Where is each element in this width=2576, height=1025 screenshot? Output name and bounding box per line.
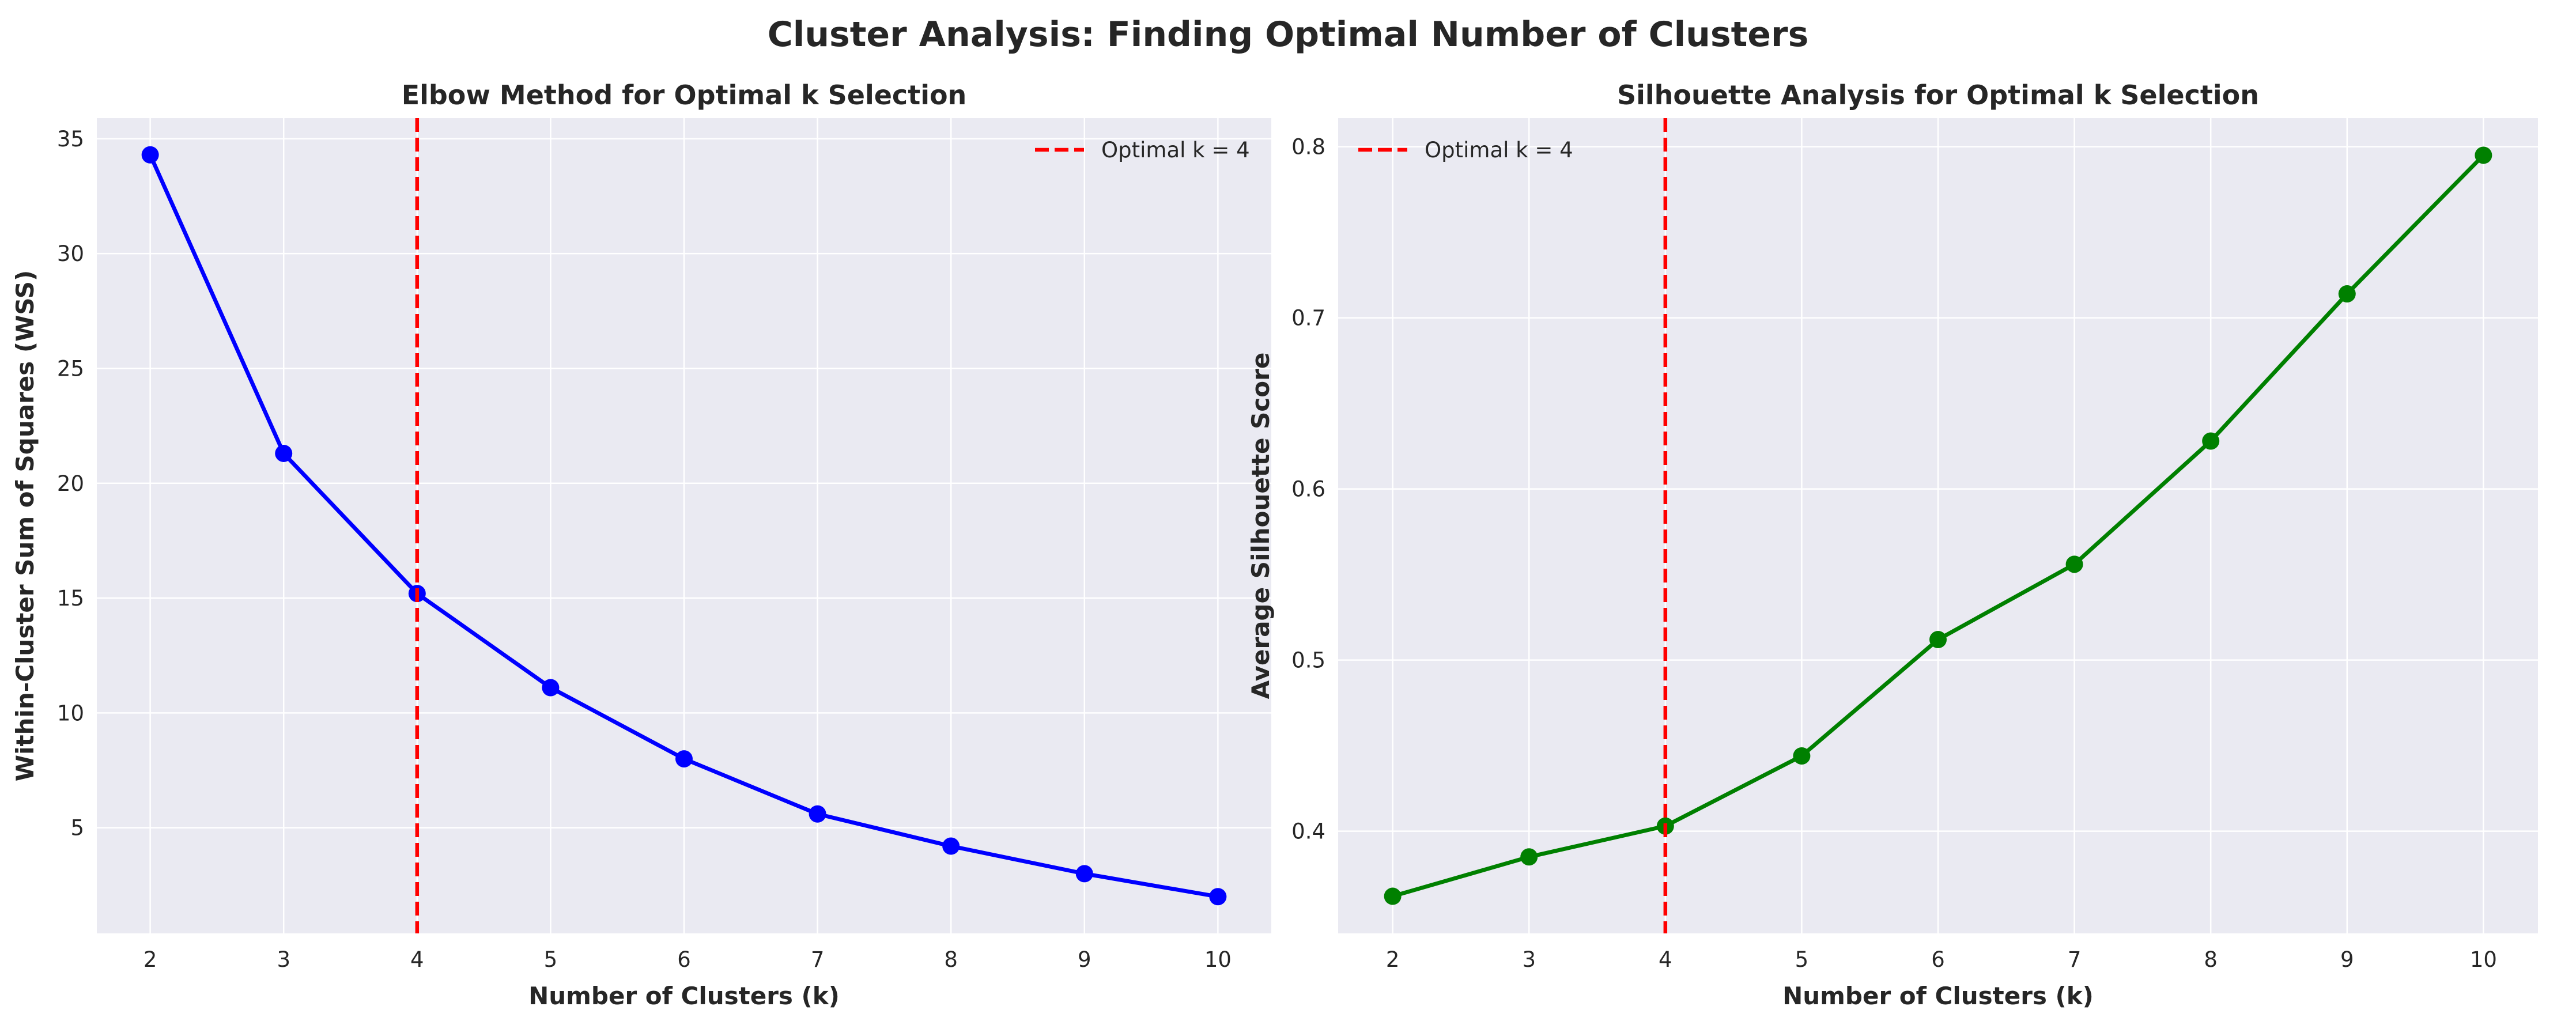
silhouette-x-tick-label: 4 xyxy=(1659,947,1672,972)
silhouette-x-tick-label: 8 xyxy=(2204,947,2218,972)
silhouette-y-tick-label: 0.8 xyxy=(1291,135,1325,160)
silhouette-data-point xyxy=(2338,285,2356,303)
silhouette-x-tick-label: 10 xyxy=(2470,947,2497,972)
silhouette-y-tick-label: 0.7 xyxy=(1291,306,1325,331)
silhouette-x-tick-label: 7 xyxy=(2068,947,2082,972)
elbow-data-point xyxy=(542,679,560,697)
silhouette-data-point xyxy=(1793,747,1811,765)
silhouette-x-tick-label: 9 xyxy=(2340,947,2354,972)
silhouette-x-tick-label: 2 xyxy=(1386,947,1400,972)
silhouette-chart-title: Silhouette Analysis for Optimal k Select… xyxy=(1617,80,2259,111)
elbow-y-tick-label: 15 xyxy=(57,586,84,611)
elbow-chart-panel: 2 3 4 5 6 7 8 9 10 5 10 15 20 25 30 35 Elbow Method for … xyxy=(11,80,1271,1010)
elbow-y-tick-label: 20 xyxy=(57,471,84,496)
silhouette-x-tick-label: 6 xyxy=(1931,947,1945,972)
elbow-y-axis-label: Within-Cluster Sum of Squares (WSS) xyxy=(11,270,39,781)
silhouette-data-point xyxy=(2475,146,2492,164)
elbow-x-tick-label: 4 xyxy=(410,947,424,972)
silhouette-chart-panel: 2 3 4 5 6 7 8 9 10 0.4 0.5 0.6 0.7 0.8 Silhouette Anal… xyxy=(1247,80,2538,1010)
elbow-y-tick-label: 5 xyxy=(70,816,84,841)
elbow-x-tick-label: 10 xyxy=(1204,947,1232,972)
silhouette-x-tick-label: 5 xyxy=(1795,947,1809,972)
silhouette-data-point xyxy=(1929,631,1947,649)
elbow-y-tick-label: 35 xyxy=(57,127,84,152)
silhouette-data-point xyxy=(1384,887,1402,905)
silhouette-y-axis-label: Average Silhouette Score xyxy=(1247,353,1275,699)
elbow-data-point xyxy=(275,444,293,462)
elbow-x-tick-label: 8 xyxy=(944,947,958,972)
elbow-data-point xyxy=(675,750,693,768)
elbow-x-tick-label: 2 xyxy=(143,947,157,972)
elbow-data-point xyxy=(809,805,826,823)
silhouette-data-point xyxy=(1520,848,1538,866)
elbow-data-point xyxy=(1075,865,1093,883)
elbow-x-tick-label: 5 xyxy=(544,947,558,972)
elbow-x-axis-label: Number of Clusters (k) xyxy=(528,982,840,1010)
elbow-y-tick-label: 10 xyxy=(57,701,84,725)
elbow-data-point xyxy=(141,146,159,164)
silhouette-y-tick-label: 0.4 xyxy=(1291,819,1325,844)
silhouette-data-point xyxy=(2065,555,2083,573)
elbow-legend-label: Optimal k = 4 xyxy=(1101,138,1250,162)
silhouette-y-tick-label: 0.5 xyxy=(1291,648,1325,673)
silhouette-legend-label: Optimal k = 4 xyxy=(1425,138,1573,162)
elbow-data-point xyxy=(942,837,960,855)
elbow-x-tick-label: 9 xyxy=(1078,947,1091,972)
elbow-y-tick-label: 25 xyxy=(57,356,84,381)
silhouette-x-tick-label: 3 xyxy=(1522,947,1536,972)
figure-suptitle: Cluster Analysis: Finding Optimal Number… xyxy=(768,14,1809,55)
silhouette-y-tick-label: 0.6 xyxy=(1291,477,1325,502)
silhouette-x-axis-label: Number of Clusters (k) xyxy=(1782,982,2094,1010)
elbow-x-tick-label: 7 xyxy=(811,947,825,972)
elbow-chart-title: Elbow Method for Optimal k Selection xyxy=(402,80,967,111)
elbow-x-tick-label: 3 xyxy=(277,947,290,972)
elbow-data-point xyxy=(1209,888,1227,906)
elbow-x-tick-label: 6 xyxy=(677,947,691,972)
elbow-y-tick-label: 30 xyxy=(57,241,84,266)
silhouette-data-point xyxy=(2202,432,2220,450)
